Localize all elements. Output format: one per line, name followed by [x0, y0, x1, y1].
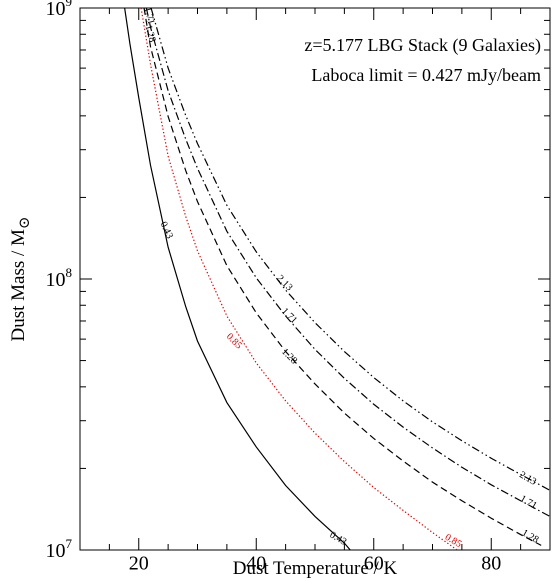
y-tick-labels: 107 108 109	[46, 0, 73, 562]
y-tick-label: 109	[46, 0, 73, 20]
y-tick-label: 108	[46, 265, 73, 291]
contour-label: 1.71	[518, 493, 539, 511]
annotation-laboca-limit: Laboca limit = 0.427 mJy/beam	[311, 65, 541, 85]
annotation-stack-info: z=5.177 LBG Stack (9 Galaxies)	[304, 35, 541, 56]
y-axis-label: Dust Mass / M⊙	[8, 216, 33, 341]
contour-curves	[124, 8, 550, 550]
contour-line-1-28	[143, 8, 542, 546]
contour-label: 2.13	[274, 273, 294, 293]
x-tick-label: 20	[129, 553, 149, 575]
x-tick-label: 60	[364, 553, 384, 575]
x-tick-label: 40	[246, 553, 266, 575]
axis-ticks	[79, 7, 551, 551]
plot-frame	[79, 7, 551, 551]
contour-label: 1.71	[279, 306, 299, 326]
contour-labels: 0.430.430.850.851.281.281.281.711.711.71…	[141, 6, 540, 550]
x-tick-label: 80	[481, 553, 501, 575]
contour-line-0-43	[124, 8, 351, 550]
contour-line-2-13	[150, 8, 550, 491]
contour-label: 0.43	[328, 530, 349, 548]
y-tick-label: 107	[46, 536, 73, 562]
contour-label: 0.43	[158, 220, 175, 241]
x-tick-labels: 20 40 60 80	[129, 553, 501, 575]
x-axis-label: Dust Temperature / K	[233, 558, 398, 579]
contour-label: 2.13	[517, 469, 538, 487]
contour-label: 1.28	[142, 24, 157, 44]
contour-label: 0.85	[224, 331, 244, 351]
contour-line-0-85	[140, 8, 458, 550]
contour-label: 1.71	[141, 6, 156, 26]
contour-line-1-71	[145, 8, 550, 517]
